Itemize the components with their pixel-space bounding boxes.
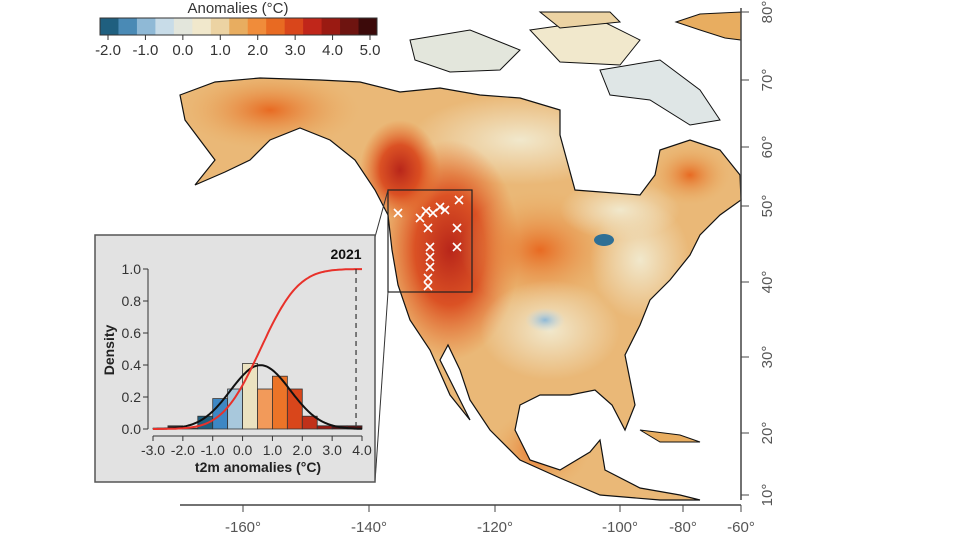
colorbar-cell (155, 18, 175, 35)
cross-marker (452, 242, 462, 252)
colorbar-tick-label: -2.0 (95, 42, 121, 59)
y-axis-label: Density (101, 325, 117, 376)
cross-marker (393, 208, 403, 218)
y-tick-label: 1.0 (122, 261, 142, 277)
x-tick-label: -3.0 (141, 442, 165, 458)
cross-marker (423, 281, 433, 291)
histogram-bar (301, 415, 318, 430)
x-tick-label: 1.0 (263, 442, 283, 458)
x-tick-label: 4.0 (352, 442, 372, 458)
colorbar-cell (136, 18, 156, 35)
cross-marker (435, 202, 445, 212)
lon-tick-label: -80° (669, 519, 697, 536)
cross-marker (452, 223, 462, 233)
inset-histogram: 2021 0.0 0.2 0.4 0.6 0.8 1.0 -3.0 -2.0 -1.0 0.0 1.0… (94, 234, 376, 483)
x-tick-label: -2.0 (171, 442, 195, 458)
cross-marker (440, 205, 450, 215)
normal-fit-curve (153, 364, 362, 430)
colorbar-cell (284, 18, 304, 35)
colorbar-cell (173, 18, 193, 35)
colorbar-cell (321, 18, 341, 35)
study-region-box (387, 189, 473, 293)
lat-tick-label: 40° (759, 271, 776, 294)
connector-line (374, 189, 389, 238)
lat-tick-label: 10° (759, 484, 776, 507)
colorbar-tick-label: 3.0 (285, 42, 306, 59)
x-axis-label: t2m anomalies (°C) (195, 459, 321, 475)
colorbar: Anomalies (°C) -2.0 -1.0 0.0 1.0 2.0 3.0 4.0 5.… (95, 0, 380, 59)
connector-line (374, 291, 389, 483)
lat-tick-label: 70° (759, 69, 776, 92)
colorbar-tick-label: 2.0 (247, 42, 268, 59)
y-tick-label: 0.2 (122, 389, 142, 405)
y-tick-label: 0.0 (122, 421, 142, 437)
y-tick-label: 0.6 (122, 325, 142, 341)
colorbar-tick-label: 0.0 (172, 42, 193, 59)
colorbar-cell (266, 18, 286, 35)
colorbar-title: Anomalies (°C) (187, 0, 288, 17)
lon-tick-label: -100° (602, 519, 638, 536)
colorbar-cell (358, 18, 378, 35)
cross-marker (423, 273, 433, 283)
colorbar-cell (229, 18, 249, 35)
colorbar-tick-label: -1.0 (132, 42, 158, 59)
colorbar-cell (118, 18, 138, 35)
histogram-bar (286, 388, 303, 430)
y-tick-label: 0.4 (122, 357, 142, 373)
x-tick-label: 0.0 (233, 442, 253, 458)
cross-marker (425, 242, 435, 252)
histogram-bar (316, 425, 333, 430)
lat-tick-label: 20° (759, 422, 776, 445)
histogram-bar (257, 388, 273, 430)
cross-marker (425, 252, 435, 262)
lon-tick-label: -120° (477, 519, 513, 536)
year-2021-label: 2021 (330, 246, 361, 262)
lon-tick-label: -60° (727, 519, 755, 536)
histogram-bar (227, 388, 243, 430)
inset-panel (94, 234, 376, 483)
colorbar-cell (210, 18, 230, 35)
x-tick-label: -1.0 (201, 442, 225, 458)
lat-tick-label: 80° (759, 1, 776, 24)
lat-tick-label: 60° (759, 136, 776, 159)
lon-tick-label: -160° (225, 519, 261, 536)
lat-tick-label: 30° (759, 346, 776, 369)
cross-marker (423, 223, 433, 233)
cross-marker (425, 262, 435, 272)
map-axes: -160° -140° -120° -100° -80° -60° 80° 70° 60° 50… (180, 1, 776, 536)
colorbar-cell (340, 18, 360, 35)
cross-marker (421, 206, 431, 216)
y-tick-label: 0.8 (122, 293, 142, 309)
grid-point-markers (393, 195, 464, 291)
cross-marker (454, 195, 464, 205)
colorbar-tick-label: 4.0 (322, 42, 343, 59)
cdf-curve (153, 268, 362, 430)
lat-tick-label: 50° (759, 195, 776, 218)
colorbar-cell (192, 18, 212, 35)
colorbar-tick-label: 5.0 (360, 42, 381, 59)
x-tick-label: 2.0 (293, 442, 313, 458)
x-tick-label: 3.0 (322, 442, 342, 458)
colorbar-cell (303, 18, 323, 35)
colorbar-tick-label: 1.0 (210, 42, 231, 59)
lon-tick-label: -140° (351, 519, 387, 536)
colorbar-cell (247, 18, 267, 35)
colorbar-cell (100, 18, 119, 35)
